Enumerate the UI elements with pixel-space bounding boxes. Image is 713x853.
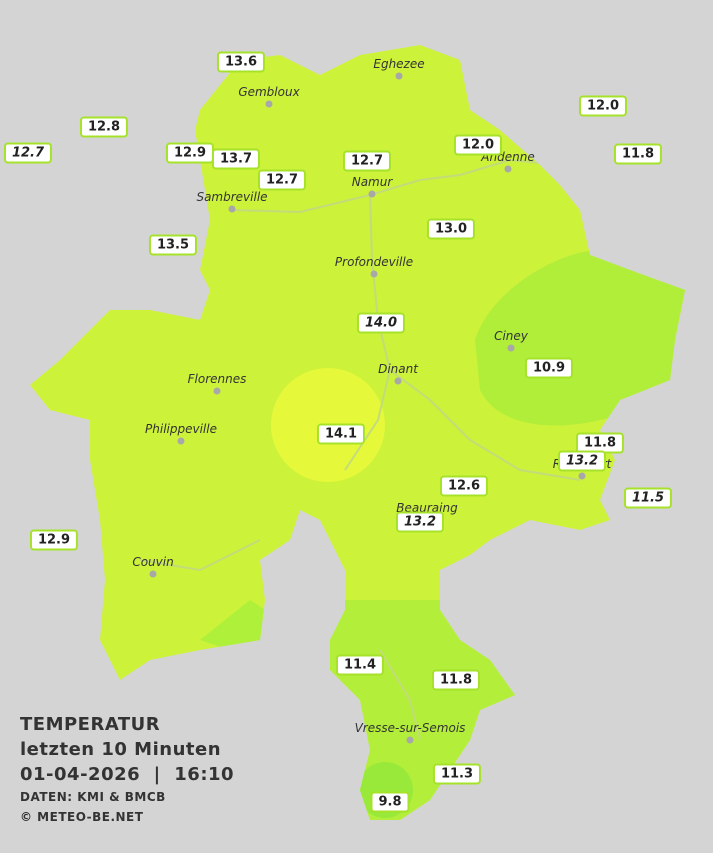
town-name: Couvin: [132, 555, 174, 569]
town-name: Sambreville: [196, 190, 268, 204]
town-name: Eghezee: [373, 57, 425, 71]
town-dot: [149, 570, 157, 578]
town-dot: [265, 100, 273, 108]
town-dot: [177, 437, 185, 445]
legend: TEMPERATUR letzten 10 Minuten 01-04-2026…: [20, 712, 234, 827]
town-name: Ciney: [494, 329, 528, 343]
legend-period: letzten 10 Minuten: [20, 739, 222, 760]
town-name: Philippeville: [145, 422, 217, 436]
town-dot: [578, 472, 586, 480]
legend-source: DATEN: KMI & BMCB: [20, 790, 166, 804]
station-label: 13.2: [395, 511, 445, 533]
station-label: 14.1: [316, 423, 366, 445]
station-label: 10.9: [524, 357, 574, 379]
station-label: 11.8: [613, 143, 663, 165]
station-label: 9.8: [370, 791, 410, 813]
station-label: 13.6: [216, 51, 266, 73]
station-label: 11.3: [432, 763, 482, 785]
station-label: 12.6: [439, 475, 489, 497]
station-label: 13.7: [211, 148, 261, 170]
town-dot: [370, 270, 378, 278]
town-dot: [394, 377, 402, 385]
station-label: 14.0: [356, 312, 406, 334]
legend-title: TEMPERATUR: [20, 714, 161, 735]
town-name: Namur: [351, 175, 393, 189]
station-label: 12.7: [3, 142, 53, 164]
legend-datetime: 01-04-2026 | 16:10: [20, 764, 235, 785]
town-dot: [507, 344, 515, 352]
station-label: 12.9: [165, 142, 215, 164]
town-name: Florennes: [187, 372, 247, 386]
town-name: Vresse-sur-Semois: [354, 721, 466, 735]
town-dot: [504, 165, 512, 173]
station-label: 11.4: [335, 654, 385, 676]
station-label: 12.7: [342, 150, 392, 172]
station-label: 13.2: [557, 450, 607, 472]
town-dot: [395, 72, 403, 80]
station-label: 12.8: [79, 116, 129, 138]
station-label: 13.5: [148, 234, 198, 256]
station-label: 12.0: [578, 95, 628, 117]
station-label: 13.0: [426, 218, 476, 240]
town-dot: [228, 205, 236, 213]
town-name: Gembloux: [238, 85, 300, 99]
town-dot: [406, 736, 414, 744]
town-name: Profondeville: [334, 255, 414, 269]
town-dot: [213, 387, 221, 395]
legend-copyright: © METEO-BE.NET: [20, 810, 144, 824]
station-label: 12.7: [257, 169, 307, 191]
town-name: Dinant: [378, 362, 418, 376]
station-label: 12.9: [29, 529, 79, 551]
station-label: 11.5: [623, 487, 673, 509]
town-dot: [368, 190, 376, 198]
station-label: 12.0: [453, 134, 503, 156]
station-label: 11.8: [431, 669, 481, 691]
